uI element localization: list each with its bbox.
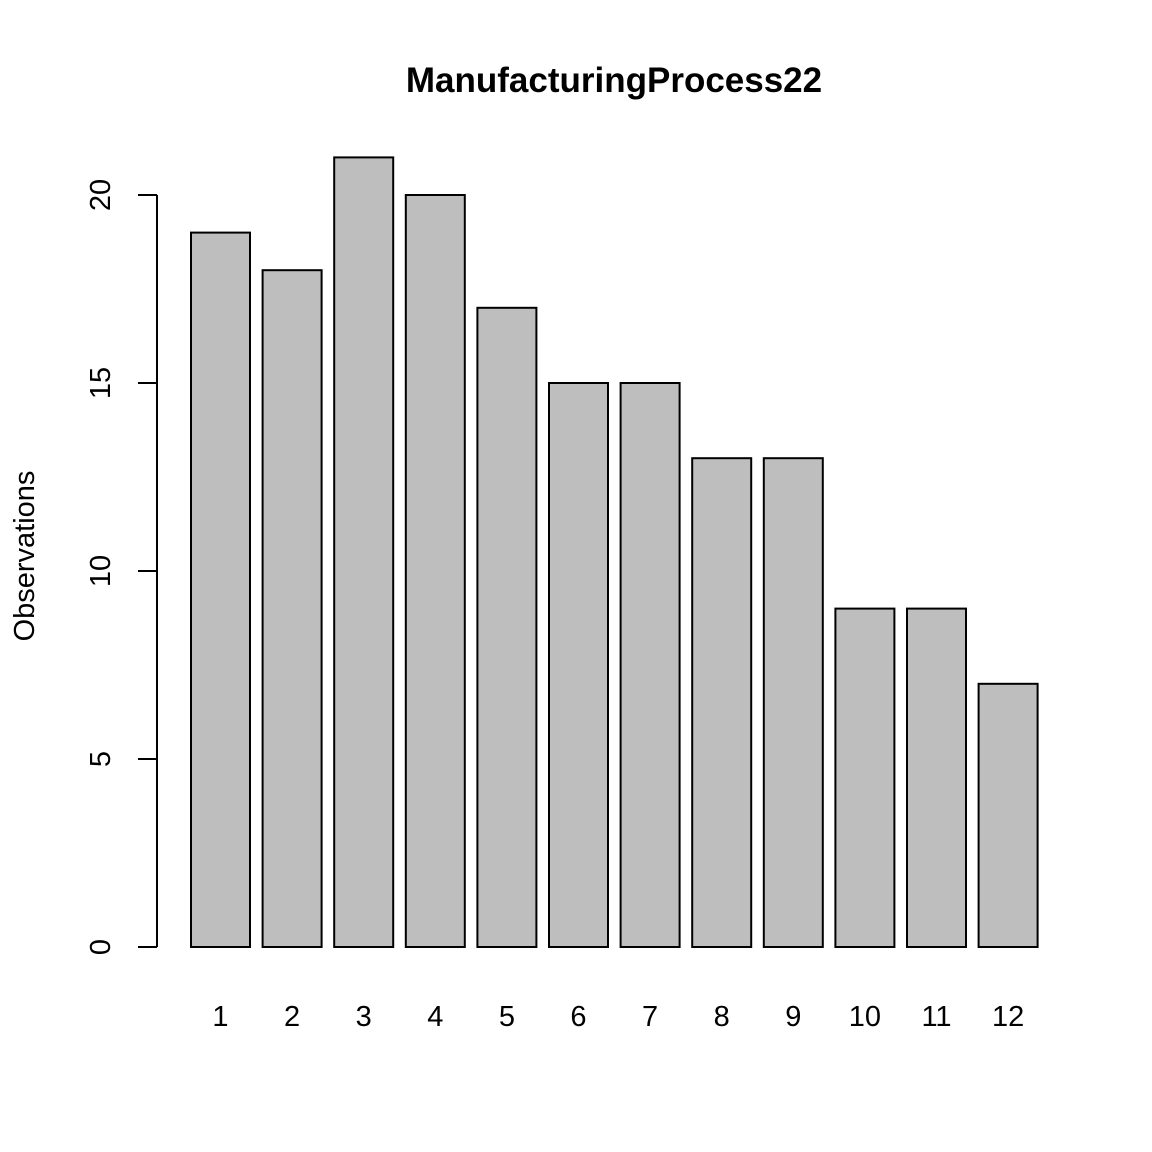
x-tick-label: 12 <box>992 1001 1024 1033</box>
bar-11 <box>906 607 967 948</box>
x-tick-label: 11 <box>921 1001 951 1033</box>
bar-4 <box>404 194 466 948</box>
bar-8 <box>691 457 753 948</box>
bar-3 <box>333 156 395 948</box>
bar-7 <box>619 382 681 948</box>
x-tick-label: 10 <box>849 1001 881 1033</box>
y-tick-label: 10 <box>85 555 117 587</box>
bar-10 <box>834 607 896 948</box>
x-tick-label: 5 <box>499 1001 515 1033</box>
y-axis-label: Observations <box>9 471 41 642</box>
x-tick-label: 6 <box>570 1001 586 1033</box>
bar-1 <box>190 231 251 949</box>
bar-5 <box>476 306 538 948</box>
y-tick-label: 0 <box>85 939 117 955</box>
x-tick-label: 3 <box>356 1001 372 1033</box>
x-tick-label: 8 <box>714 1001 730 1033</box>
bar-2 <box>261 269 323 948</box>
x-tick-label: 1 <box>212 1001 228 1033</box>
bar-12 <box>977 682 1039 948</box>
bars-group <box>190 156 1039 949</box>
bar-6 <box>548 382 609 948</box>
y-tick-label: 15 <box>85 367 117 399</box>
x-tick-label: 2 <box>284 1001 300 1033</box>
bar-9 <box>762 457 824 948</box>
x-tick-label: 7 <box>642 1001 658 1033</box>
x-tick-label: 9 <box>785 1001 801 1033</box>
x-tick-labels: 1 2 3 4 5 6 7 8 9 10 11 12 <box>212 1001 1024 1033</box>
chart-title: ManufacturingProcess22 <box>406 61 822 100</box>
y-tick-label: 5 <box>85 751 117 767</box>
y-tick-label: 20 <box>85 179 117 211</box>
y-axis: 0 5 10 15 20 <box>85 179 158 955</box>
x-tick-label: 4 <box>427 1001 443 1033</box>
